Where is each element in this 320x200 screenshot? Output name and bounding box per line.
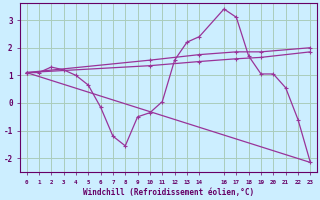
X-axis label: Windchill (Refroidissement éolien,°C): Windchill (Refroidissement éolien,°C) (83, 188, 254, 197)
